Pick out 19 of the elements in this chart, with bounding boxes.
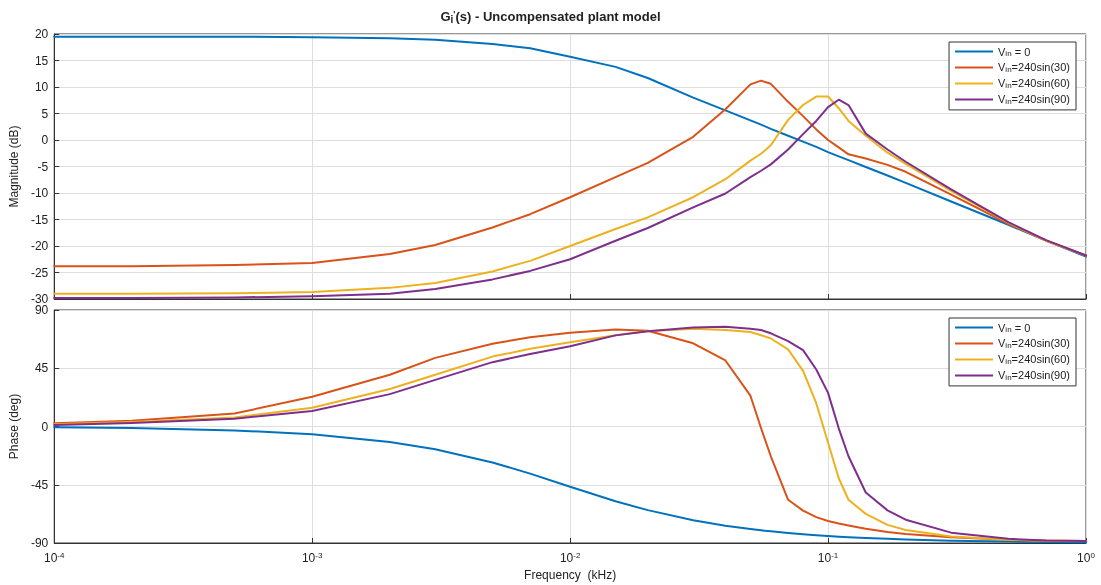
y-tick-label: -45 — [30, 477, 49, 492]
y-tick-label: 10 — [34, 80, 49, 94]
y-tick-label: 90 — [34, 303, 49, 317]
y-tick-label: -10 — [30, 186, 49, 200]
y-tick-label: -15 — [30, 212, 49, 227]
y-tick-label: 20 — [34, 27, 49, 41]
y-tick-label: 15 — [34, 53, 49, 68]
y-tick-label: -30 — [30, 292, 49, 306]
y-tick-label: 45 — [34, 361, 49, 376]
y-tick-label: -90 — [30, 536, 49, 550]
y-tick-label: -20 — [30, 239, 49, 253]
y-axis-title: Magnitude (dB) — [7, 125, 21, 208]
y-tick-label: -25 — [30, 265, 49, 280]
y-tick-label: 5 — [41, 106, 49, 121]
y-tick-label: -5 — [37, 159, 49, 174]
y-tick-label: 0 — [41, 133, 49, 147]
x-axis-title: Frequency (kHz) — [524, 568, 617, 582]
y-axis-title: Phase (deg) — [7, 393, 21, 460]
y-tick-label: 0 — [41, 419, 49, 434]
